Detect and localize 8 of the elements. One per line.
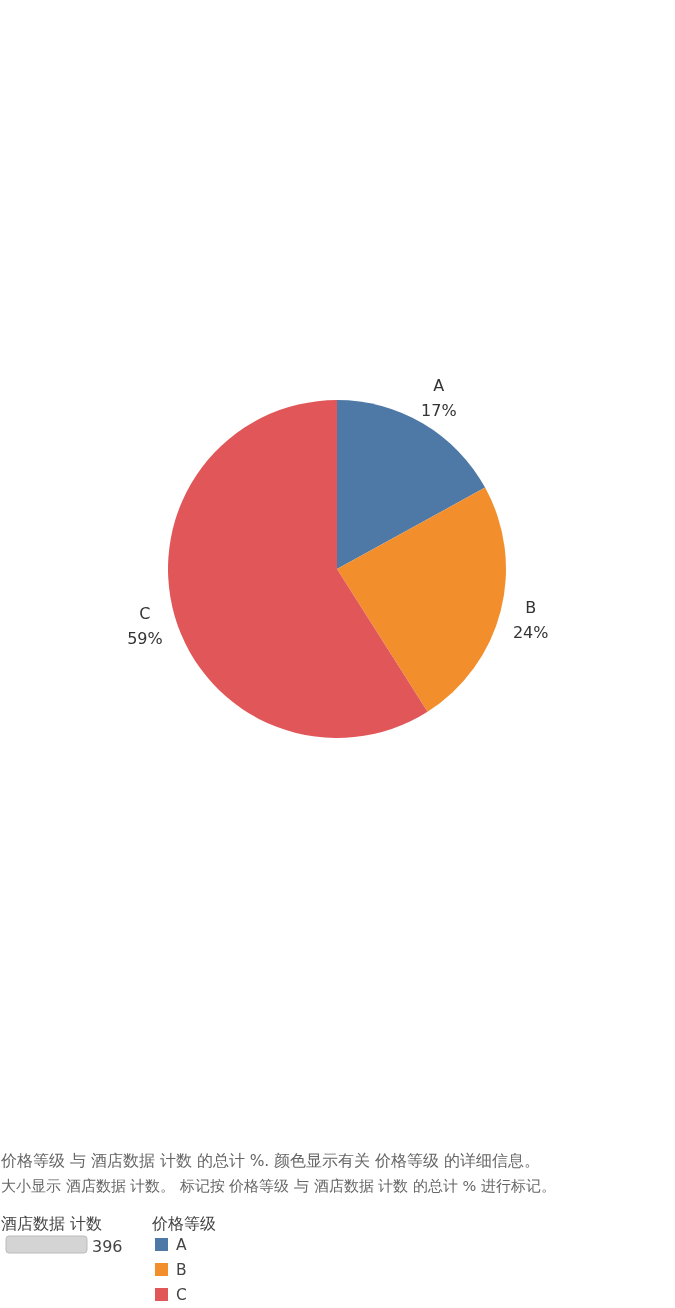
legend-label: A [176, 1236, 187, 1254]
legend-label: B [176, 1261, 187, 1279]
legend-label: C [176, 1286, 187, 1304]
text: 大小显示 酒店数据 计数。 标记按 价格等级 与 酒店数据 计数 的总计 % 进行标记。 [1, 1178, 556, 1194]
text: 396 [92, 1237, 123, 1256]
text: 价格等级 与 酒店数据 计数 的总计 %. 颜色显示有关 价格等级 的详细信息。 [0, 1152, 541, 1170]
legend-title: 价格等级 [151, 1215, 216, 1233]
text: 酒店数据 计数 [1, 1215, 102, 1233]
